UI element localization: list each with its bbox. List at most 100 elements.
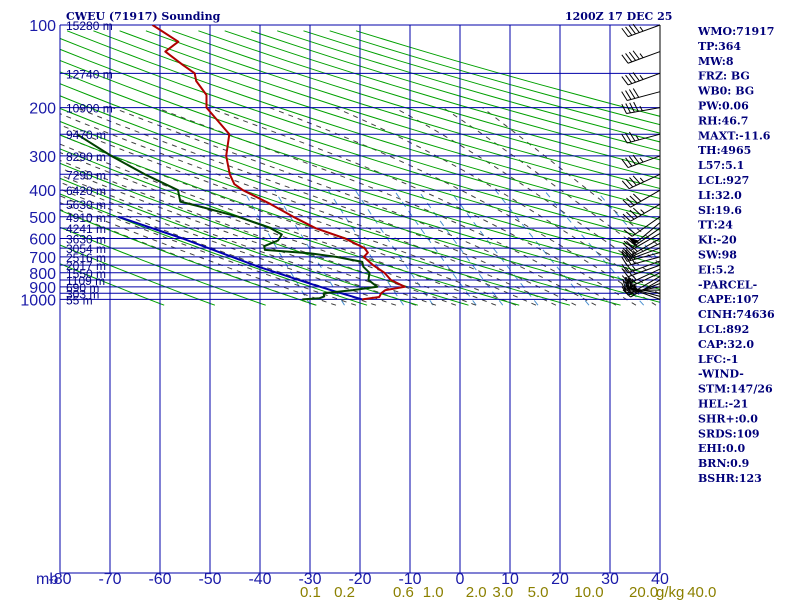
dry-adiabat (60, 48, 660, 242)
wind-barb (621, 264, 661, 278)
mixing-ratio-unit-label: g/kg (656, 584, 684, 600)
index-value: BSHR:123 (698, 472, 762, 485)
dry-adiabat (60, 193, 368, 306)
moist-adiabat (112, 107, 597, 306)
moist-adiabat (60, 202, 337, 306)
wind-barb-flag (626, 211, 635, 220)
mixing-ratio-label: 3.0 (492, 584, 513, 600)
wind-barb-flag (628, 25, 636, 35)
wind-barb-staff (627, 260, 661, 274)
index-value: LFC:-1 (698, 353, 739, 366)
index-value: TT:24 (698, 219, 733, 232)
index-value: LCL:892 (698, 323, 749, 336)
wind-barb-flag (628, 156, 636, 166)
pressure-tick-label: 700 (29, 250, 56, 267)
wind-barb-staff (628, 268, 661, 284)
wind-barb-column (621, 23, 661, 300)
index-value: TP:364 (698, 40, 741, 53)
index-value: RH:46.7 (698, 114, 748, 127)
index-value: EHI:0.0 (698, 442, 745, 455)
pressure-tick-label: 400 (29, 183, 56, 200)
wind-barb-staff (627, 264, 661, 278)
height-label: 8290 m (66, 150, 106, 164)
temperature-tick-label: -20 (348, 571, 371, 588)
mixing-ratio-label: 1.0 (423, 584, 444, 600)
height-label: 690 m (66, 281, 99, 295)
wind-barb-staff (627, 155, 661, 169)
wind-barb-flag (626, 287, 635, 296)
wind-barb-halfflag (639, 53, 644, 59)
dry-adiabat (60, 59, 660, 254)
index-value: -WIND- (698, 368, 744, 381)
wind-barb-halfflag (632, 275, 637, 281)
height-label: 12740 m (66, 67, 113, 81)
index-value: L57:5.1 (698, 159, 744, 172)
wind-barb-flag (629, 209, 638, 218)
wind-barb-flag (633, 207, 642, 216)
height-label: 4241 m (66, 222, 106, 236)
mixing-ratio-label: 10.0 (574, 584, 603, 600)
wind-barb-flag (621, 76, 629, 86)
pressure-tick-label: 100 (29, 18, 56, 35)
index-value: CAP:32.0 (698, 338, 754, 351)
temperature-tick-label: 10 (501, 571, 519, 588)
temperature-tick-label: -60 (148, 571, 171, 588)
wind-barb-flag (622, 242, 631, 251)
wind-barb-flag (629, 195, 638, 204)
wind-barb-staff (627, 24, 661, 38)
moist-adiabat (60, 113, 557, 306)
wind-barb-halfflag (632, 279, 637, 285)
wind-barb-flag (621, 158, 629, 168)
wind-barb-flag (625, 266, 633, 276)
wind-barb-flag (632, 154, 640, 164)
pressure-tick-label: 500 (29, 210, 56, 227)
wind-barb-flag (621, 252, 628, 262)
wind-barb (621, 72, 661, 86)
wind-barb-flag (628, 89, 636, 99)
wind-barb-halfflag (640, 209, 645, 214)
wind-barb-flag (632, 50, 640, 60)
index-value: HEL:-21 (698, 398, 748, 411)
wind-barb-staff (627, 256, 661, 267)
wind-barb-staff (626, 107, 661, 114)
index-value: WB0: BG (697, 85, 754, 98)
index-value: SRDS:109 (698, 427, 760, 440)
index-value: MW:8 (698, 55, 734, 68)
mixing-ratio-label: 40.0 (687, 584, 716, 600)
height-label: 4910 m (66, 211, 106, 225)
dry-adiabat (60, 244, 216, 306)
wind-barb-staff (630, 189, 661, 208)
wind-barb-flag (633, 193, 642, 202)
height-label: 2017 m (66, 259, 106, 273)
wind-barb-halfflag (639, 105, 643, 111)
wind-barb-staff (630, 279, 661, 298)
wind-barb-halfflag (633, 285, 638, 290)
dry-adiabat (145, 30, 660, 190)
wind-barb-halfflag (632, 265, 636, 271)
index-value: FRZ: BG (698, 70, 750, 83)
dry-adiabat (66, 30, 660, 220)
wind-barb-flag (625, 53, 633, 63)
moist-adiabat (155, 107, 617, 306)
dry-adiabat (224, 30, 660, 161)
index-value: MAXT:-11.6 (698, 129, 771, 142)
index-value: LCL:927 (698, 174, 749, 187)
dry-adiabat (60, 37, 660, 231)
wind-barb (621, 173, 661, 190)
wind-barb-halfflag (639, 157, 644, 163)
wind-barb-staff (627, 72, 661, 86)
height-label: 15280 m (66, 19, 113, 33)
wind-barb (621, 50, 661, 64)
height-label: 3054 m (66, 242, 106, 256)
moist-adiabat (60, 195, 357, 306)
wind-barb-flag (621, 251, 629, 260)
index-value: KI:-20 (698, 234, 737, 247)
wind-barb-flag (625, 26, 633, 36)
mixing-ratio-label: 0.2 (334, 584, 355, 600)
wind-barb-staff (627, 252, 661, 262)
moist-adiabat (60, 152, 477, 306)
temperature-profile (151, 25, 406, 301)
wind-barb-halfflag (639, 74, 644, 80)
mixing-ratio-label: 0.1 (300, 584, 321, 600)
temperature-tick-label: -80 (48, 571, 71, 588)
